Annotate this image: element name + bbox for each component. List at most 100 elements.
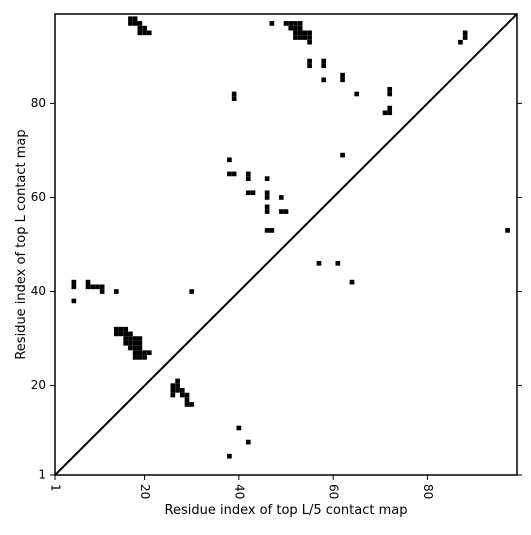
- contact-mark: [340, 152, 345, 158]
- contact-mark: [118, 326, 124, 332]
- contact-marks: [71, 16, 510, 459]
- contact-mark: [340, 77, 345, 83]
- contact-mark: [283, 21, 289, 26]
- y-axis-label: Residue index of top L contact map: [14, 129, 29, 359]
- contact-mark: [128, 345, 133, 351]
- contact-mark: [113, 326, 119, 332]
- contact-mark: [132, 21, 138, 26]
- contact-mark: [170, 388, 176, 393]
- contact-mark: [137, 350, 143, 356]
- contact-mark: [245, 190, 251, 196]
- contact-mark: [293, 30, 298, 36]
- contact-mark: [321, 77, 327, 83]
- contact-mark: [175, 383, 180, 388]
- contact-mark: [302, 30, 308, 36]
- contact-mark: [245, 439, 251, 445]
- contact-mark: [184, 402, 190, 407]
- contact-mark: [146, 350, 152, 356]
- contact-mark: [288, 25, 294, 31]
- contact-mark: [250, 190, 256, 196]
- contact-mark: [288, 21, 294, 26]
- contact-mark: [307, 35, 312, 40]
- plot-frame: [54, 13, 518, 476]
- contact-mark: [132, 350, 138, 356]
- contact-mark: [297, 30, 303, 36]
- contact-mark: [142, 25, 147, 31]
- contact-mark: [297, 25, 303, 31]
- contact-mark: [321, 58, 327, 64]
- contact-mark: [137, 25, 143, 31]
- contact-mark: [132, 16, 138, 22]
- contact-mark: [71, 284, 77, 290]
- contact-mark: [85, 284, 91, 290]
- contact-mark: [462, 35, 468, 40]
- contact-mark: [132, 340, 138, 346]
- contact-mark: [184, 397, 190, 403]
- contact-mark: [128, 331, 133, 337]
- contact-mark: [269, 228, 275, 233]
- contact-mark: [458, 39, 463, 45]
- contact-mark: [316, 260, 322, 266]
- contact-mark: [321, 63, 327, 69]
- contact-mark: [128, 16, 133, 22]
- contact-mark: [278, 209, 284, 214]
- contact-mark: [307, 30, 312, 36]
- contact-mark: [354, 91, 360, 97]
- contact-mark: [227, 453, 232, 459]
- contact-mark: [118, 331, 124, 337]
- contact-mark: [146, 30, 152, 36]
- contact-mark: [297, 35, 303, 40]
- contact-mark: [175, 388, 180, 393]
- contact-mark: [231, 171, 237, 177]
- y-axis-ticks: 1 20 40 60 80: [31, 96, 522, 482]
- contact-mark: [245, 176, 251, 181]
- x-tick-label: 1: [49, 484, 63, 492]
- contact-mark: [231, 96, 237, 102]
- x-tick-label: 40: [232, 484, 246, 499]
- contact-mark: [340, 72, 345, 78]
- contact-mark: [264, 209, 270, 214]
- contact-mark: [264, 195, 270, 200]
- contact-mark: [137, 355, 143, 360]
- contact-mark: [264, 204, 270, 210]
- contact-mark: [264, 228, 270, 233]
- contact-mark: [227, 157, 232, 163]
- contact-mark: [189, 402, 195, 407]
- y-tick-label: 20: [31, 378, 46, 392]
- contact-mark: [264, 176, 270, 181]
- contact-mark: [132, 355, 138, 360]
- contact-mark: [137, 340, 143, 346]
- contact-mark: [99, 289, 105, 294]
- contact-mark: [184, 392, 190, 398]
- contact-mark: [278, 195, 284, 200]
- contact-mark: [302, 35, 308, 40]
- contact-mark: [293, 35, 298, 40]
- contact-mark: [142, 30, 147, 36]
- y-tick-label: 80: [31, 96, 46, 110]
- contact-mark: [387, 110, 393, 116]
- contact-mark: [128, 21, 133, 26]
- y-tick-label: 60: [31, 190, 46, 204]
- contact-mark: [307, 58, 312, 64]
- contact-mark: [293, 21, 298, 26]
- y-tick-label: 40: [31, 284, 46, 298]
- x-axis-ticks: 1 20 40 60 80: [49, 475, 435, 499]
- x-tick-label: 60: [327, 484, 341, 499]
- contact-mark: [307, 39, 312, 45]
- contact-mark: [175, 378, 180, 384]
- contact-mark: [189, 289, 195, 294]
- contact-mark: [123, 331, 129, 337]
- contact-mark: [170, 383, 176, 388]
- contact-mark: [179, 392, 185, 398]
- contact-mark: [142, 355, 147, 360]
- contact-mark: [128, 336, 133, 341]
- contact-mark: [179, 388, 185, 393]
- x-axis-label: Residue index of top L/5 contact map: [165, 503, 408, 518]
- contact-mark: [382, 110, 388, 116]
- x-tick-label: 20: [138, 484, 152, 499]
- contact-mark: [132, 336, 138, 341]
- contact-mark: [123, 340, 129, 346]
- contact-mark: [387, 105, 393, 111]
- contact-mark: [99, 284, 105, 290]
